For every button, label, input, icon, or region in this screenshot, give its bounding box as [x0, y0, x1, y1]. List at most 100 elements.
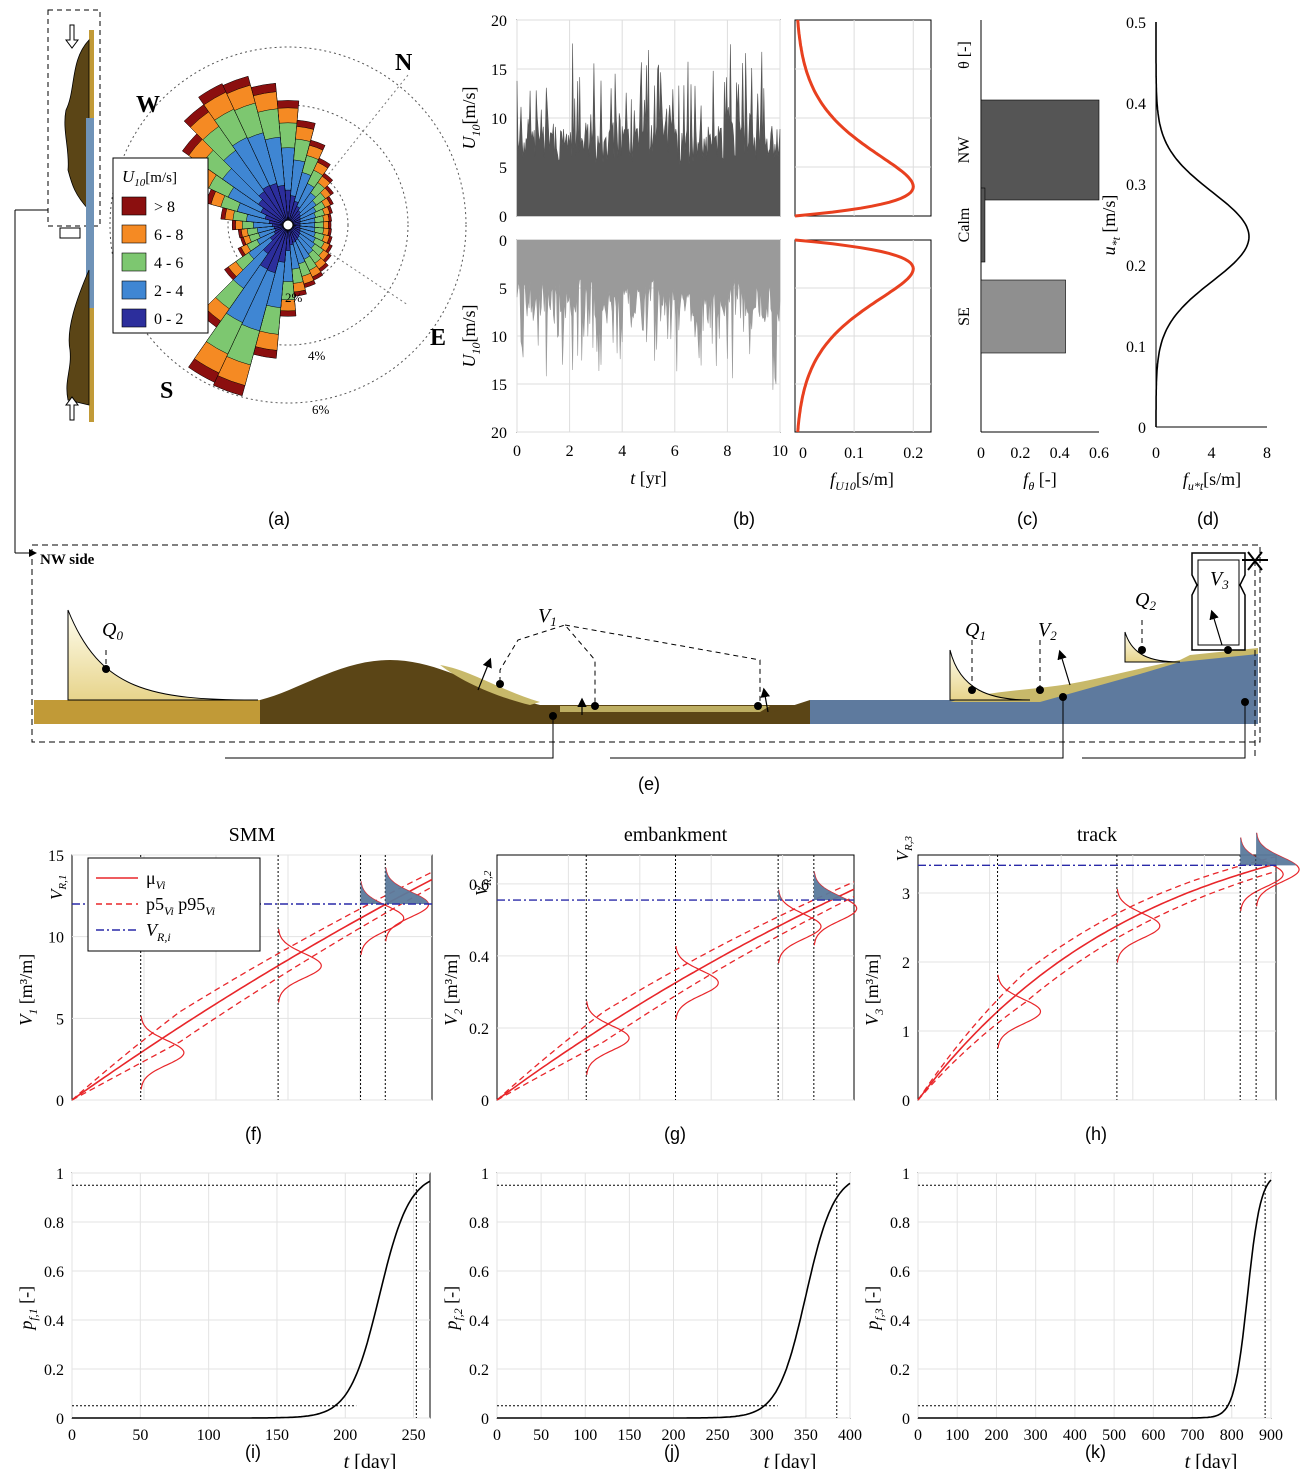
section-frame — [31, 544, 1261, 743]
pdf-curve — [675, 946, 719, 1020]
tick-label: 0 — [513, 443, 521, 460]
curve-p95 — [917, 855, 1277, 1101]
tick-label: 200 — [662, 1427, 686, 1444]
wind-arrow-icon — [65, 24, 79, 49]
rose-sector — [277, 185, 289, 226]
tick-label: 200 — [984, 1427, 1008, 1444]
tick-label: 4 — [1208, 445, 1216, 462]
series-area — [516, 43, 781, 217]
tick-label: 0.8 — [44, 1215, 64, 1232]
tick-label: 0 — [977, 445, 985, 462]
tick-label: 0.1 — [1126, 339, 1146, 356]
panel-b: 0 5 10 15 20 U10[m/s] 0 5 10 15 20 U10[m/s] 0 2 4 6 8 10… — [459, 13, 932, 493]
trench-body — [540, 700, 810, 724]
tick-label: 0.4 — [469, 1313, 489, 1330]
tick-label: 0 — [68, 1427, 76, 1444]
exceedance-area — [1256, 832, 1297, 866]
tick-label: 20 — [491, 13, 507, 30]
tick-label: 2 — [902, 955, 910, 972]
axis-label: pf,2 [-] — [441, 1286, 465, 1332]
panel-label-f: (f) — [245, 1124, 262, 1144]
resistance-label: VR,2 — [472, 870, 494, 896]
marker-dots — [102, 646, 1249, 720]
tick-label: 0.6 — [469, 1264, 489, 1281]
ground-layer — [34, 700, 260, 724]
legend-swatch — [121, 280, 147, 300]
rose-ring — [109, 46, 467, 404]
panel-label-e: (e) — [638, 774, 660, 794]
bar-SE — [980, 279, 1066, 354]
dune-shape — [64, 38, 90, 212]
tick-label: 0.4 — [890, 1313, 910, 1330]
axis-label: V2 [m³/m] — [441, 954, 465, 1026]
label-V1: V1 — [538, 605, 557, 629]
tick-label: 0 — [56, 1093, 64, 1110]
tick-label: 20 — [491, 425, 507, 442]
flux-profile-Q0 — [67, 609, 259, 701]
tick-label: 0 — [481, 1411, 489, 1428]
tick-label: 400 — [1063, 1427, 1087, 1444]
axis-label: pf,1 [-] — [16, 1286, 40, 1332]
panel-label-a: (a) — [268, 509, 290, 529]
sand-deposit — [440, 665, 540, 705]
plot-frame — [71, 1172, 431, 1419]
tick-label: 500 — [1102, 1427, 1126, 1444]
tick-label: 0.8 — [469, 1215, 489, 1232]
panel-label-j: (j) — [664, 1442, 680, 1462]
tick-label: 3 — [902, 886, 910, 903]
label-V2: V2 — [1038, 619, 1057, 643]
wind-speed-pdf: 0 0.1 0.2 fU10[s/m] — [794, 19, 932, 493]
legend-swatch — [121, 252, 147, 272]
dir-N: N — [395, 50, 413, 76]
label-V3: V3 — [1210, 568, 1229, 592]
tick-label: 0 — [56, 1411, 64, 1428]
tick-label: 0.6 — [469, 877, 489, 894]
legend-label: 6 - 8 — [154, 227, 183, 244]
tick-label: 0 — [499, 233, 507, 250]
tick-label: 150 — [617, 1427, 641, 1444]
tick-label: 1 — [56, 1166, 64, 1183]
tick-label: 100 — [573, 1427, 597, 1444]
tick-label: 0 — [902, 1093, 910, 1110]
dir-E: E — [430, 325, 446, 351]
tick-label: 0.2 — [1126, 258, 1146, 275]
sand-deposit — [950, 648, 1258, 702]
leaders — [105, 620, 1143, 705]
tick-label: 400 — [838, 1427, 862, 1444]
track-strip — [86, 118, 94, 308]
tick-label: 0 — [1152, 445, 1160, 462]
tick-label: 250 — [402, 1427, 426, 1444]
tick-label: 0.3 — [1126, 177, 1146, 194]
legend-swatch — [121, 308, 147, 328]
resistance-label: VR,1 — [47, 875, 69, 900]
tick-label: 0 — [902, 1411, 910, 1428]
tick-label: 0.4 — [1126, 96, 1146, 113]
curve-mu — [496, 888, 855, 1101]
tick-label: 50 — [132, 1427, 148, 1444]
tick-label: 0.2 — [890, 1362, 910, 1379]
tick-label: 0.8 — [890, 1215, 910, 1232]
legend-title: U10[m/s] — [122, 167, 177, 189]
tick-label: 600 — [1141, 1427, 1165, 1444]
probability-curve — [918, 1179, 1272, 1419]
resistance-label: VR,3 — [893, 835, 915, 861]
axis-label: fθ [-] — [1023, 469, 1056, 493]
legend-swatch — [121, 224, 147, 244]
probability-curve — [72, 1180, 431, 1419]
category-label: SE — [956, 307, 973, 326]
tick-label: 10 — [48, 930, 64, 947]
rose-axis — [287, 74, 409, 226]
tick-label: 50 — [533, 1427, 549, 1444]
legend-label: p5Vi p95Vi — [146, 894, 215, 918]
tick-label: 2 — [566, 443, 574, 460]
tick-label: 0.1 — [844, 445, 864, 462]
tick-label: 0.2 — [1010, 445, 1030, 462]
tick-label: 0.2 — [903, 445, 923, 462]
tick-label: 10 — [491, 329, 507, 346]
tick-label: 0.2 — [44, 1362, 64, 1379]
panel-d: 0 0.1 0.2 0.3 0.4 0.5 0 4 8 u*t [m/s] fu*t[s/m] — [1099, 15, 1271, 493]
tick-label: 0.4 — [44, 1313, 64, 1330]
exceedance-area — [778, 889, 783, 901]
